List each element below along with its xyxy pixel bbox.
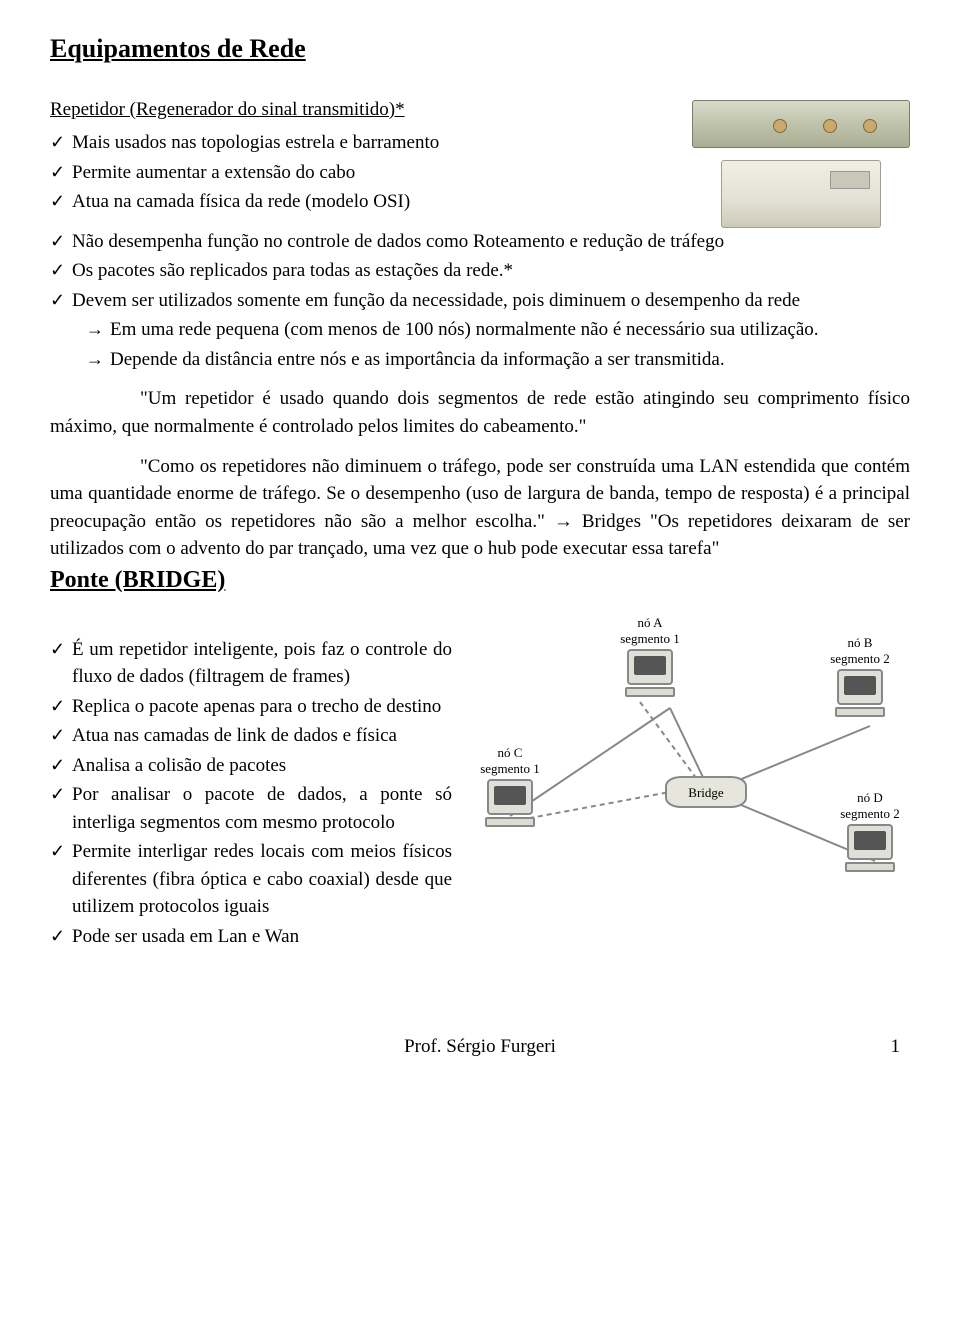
repetidor-text: Repetidor (Regenerador do sinal transmit…	[50, 96, 672, 218]
bridge-label: Bridge	[688, 785, 723, 800]
ponte-item: Permite interligar redes locais com meio…	[50, 838, 452, 921]
node-d-label1: nó D	[840, 791, 900, 806]
ponte-item: Atua nas camadas de link de dados e físi…	[50, 722, 452, 750]
ponte-item: É um repetidor inteligente, pois faz o c…	[50, 636, 452, 691]
ponte-row: É um repetidor inteligente, pois faz o c…	[50, 616, 910, 953]
pc-base-icon	[845, 862, 895, 872]
bridge-node: Bridge	[665, 776, 747, 808]
node-b-label2: segmento 2	[830, 652, 890, 667]
footer-page: 1	[891, 1033, 901, 1061]
repetidor-item: Os pacotes são replicados para todas as …	[50, 257, 910, 285]
ponte-item: Por analisar o pacote de dados, a ponte …	[50, 781, 452, 836]
page-footer: Prof. Sérgio Furgeri 1	[50, 1033, 910, 1057]
repetidor-para1: "Um repetidor é usado quando dois segmen…	[50, 385, 910, 440]
repetidor-section-row: Repetidor (Regenerador do sinal transmit…	[50, 96, 910, 228]
repetidor-item: Atua na camada física da rede (modelo OS…	[50, 188, 672, 216]
repetidor-list-cont: Não desempenha função no controle de dad…	[50, 228, 910, 315]
hub-device-icon	[692, 100, 910, 148]
node-c-label2: segmento 1	[480, 762, 540, 777]
ponte-list: É um repetidor inteligente, pois faz o c…	[50, 636, 452, 951]
diagram-node-d: nó D segmento 2	[840, 791, 900, 873]
diagram-node-a: nó A segmento 1	[620, 616, 680, 698]
ponte-text: É um repetidor inteligente, pois faz o c…	[50, 616, 452, 953]
bridges-arrow: → Bridges	[554, 511, 641, 532]
bridge-diagram: nó A segmento 1 nó B segmento 2 nó C seg…	[470, 616, 910, 916]
repetidor-list: Mais usados nas topologias estrela e bar…	[50, 129, 672, 216]
monitor-icon	[627, 649, 673, 685]
monitor-icon	[837, 669, 883, 705]
ponte-item: Pode ser usada em Lan e Wan	[50, 923, 452, 951]
device-images	[692, 96, 910, 228]
repetidor-item: Mais usados nas topologias estrela e bar…	[50, 129, 672, 157]
ponte-item: Replica o pacote apenas para o trecho de…	[50, 693, 452, 721]
ponte-heading: Ponte (BRIDGE)	[50, 563, 910, 598]
monitor-icon	[847, 824, 893, 860]
pc-base-icon	[835, 707, 885, 717]
modem-device-icon	[721, 160, 881, 228]
monitor-icon	[487, 779, 533, 815]
repetidor-subitem: Em uma rede pequena (com menos de 100 nó…	[50, 316, 910, 344]
ponte-item: Analisa a colisão de pacotes	[50, 752, 452, 780]
node-a-label2: segmento 1	[620, 632, 680, 647]
node-b-label1: nó B	[830, 636, 890, 651]
repetidor-para2: "Como os repetidores não diminuem o tráf…	[50, 453, 910, 563]
diagram-node-b: nó B segmento 2	[830, 636, 890, 718]
repetidor-subitem: Depende da distância entre nós e as impo…	[50, 346, 910, 374]
node-a-label1: nó A	[620, 616, 680, 631]
pc-base-icon	[625, 687, 675, 697]
repetidor-item: Permite aumentar a extensão do cabo	[50, 159, 672, 187]
diagram-node-c: nó C segmento 1	[480, 746, 540, 828]
page-title: Equipamentos de Rede	[50, 30, 910, 68]
node-d-label2: segmento 2	[840, 807, 900, 822]
pc-base-icon	[485, 817, 535, 827]
node-c-label1: nó C	[480, 746, 540, 761]
repetidor-heading: Repetidor (Regenerador do sinal transmit…	[50, 96, 672, 124]
footer-author: Prof. Sérgio Furgeri	[404, 1033, 556, 1061]
repetidor-item: Não desempenha função no controle de dad…	[50, 228, 910, 256]
repetidor-item: Devem ser utilizados somente em função d…	[50, 287, 910, 315]
